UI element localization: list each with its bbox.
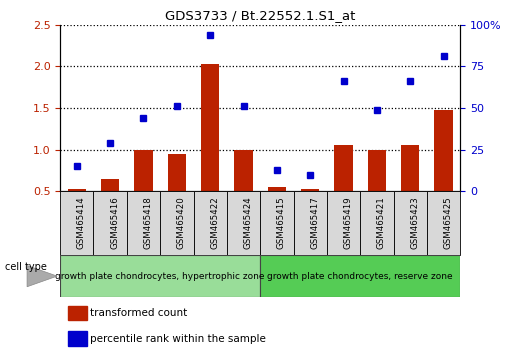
- Bar: [427, 191, 460, 255]
- Text: GSM465425: GSM465425: [444, 196, 452, 250]
- Text: GSM465420: GSM465420: [177, 196, 186, 250]
- Bar: [60, 255, 260, 297]
- Bar: [67, 189, 86, 191]
- Bar: [168, 154, 186, 191]
- Bar: [234, 149, 253, 191]
- Bar: [60, 191, 94, 255]
- Text: growth plate chondrocytes, reserve zone: growth plate chondrocytes, reserve zone: [267, 272, 453, 281]
- Bar: [435, 110, 453, 191]
- Bar: [160, 191, 194, 255]
- Bar: [360, 191, 393, 255]
- Bar: [101, 179, 119, 191]
- Text: GSM465423: GSM465423: [410, 196, 419, 250]
- Bar: [194, 191, 227, 255]
- Text: GSM465424: GSM465424: [244, 196, 253, 250]
- Bar: [260, 191, 293, 255]
- Bar: [301, 189, 320, 191]
- Bar: [227, 191, 260, 255]
- Bar: [68, 306, 87, 320]
- Title: GDS3733 / Bt.22552.1.S1_at: GDS3733 / Bt.22552.1.S1_at: [165, 9, 356, 22]
- Bar: [68, 331, 87, 346]
- Text: growth plate chondrocytes, hypertrophic zone: growth plate chondrocytes, hypertrophic …: [55, 272, 265, 281]
- Text: GSM465415: GSM465415: [277, 196, 286, 250]
- Bar: [293, 191, 327, 255]
- Bar: [334, 145, 353, 191]
- Polygon shape: [27, 266, 57, 287]
- Text: GSM465417: GSM465417: [310, 196, 319, 250]
- Text: cell type: cell type: [5, 262, 47, 272]
- Bar: [201, 64, 219, 191]
- Bar: [401, 145, 419, 191]
- Text: GSM465421: GSM465421: [377, 196, 386, 250]
- Text: GSM465419: GSM465419: [344, 197, 353, 249]
- Text: percentile rank within the sample: percentile rank within the sample: [90, 334, 266, 344]
- Bar: [94, 191, 127, 255]
- Text: GSM465414: GSM465414: [77, 196, 86, 250]
- Bar: [260, 255, 460, 297]
- Bar: [368, 149, 386, 191]
- Text: GSM465416: GSM465416: [110, 196, 119, 250]
- Bar: [394, 191, 427, 255]
- Text: GSM465422: GSM465422: [210, 196, 219, 250]
- Text: GSM465418: GSM465418: [143, 196, 153, 250]
- Bar: [134, 149, 153, 191]
- Bar: [268, 187, 286, 191]
- Bar: [127, 191, 160, 255]
- Text: transformed count: transformed count: [90, 308, 187, 318]
- Bar: [327, 191, 360, 255]
